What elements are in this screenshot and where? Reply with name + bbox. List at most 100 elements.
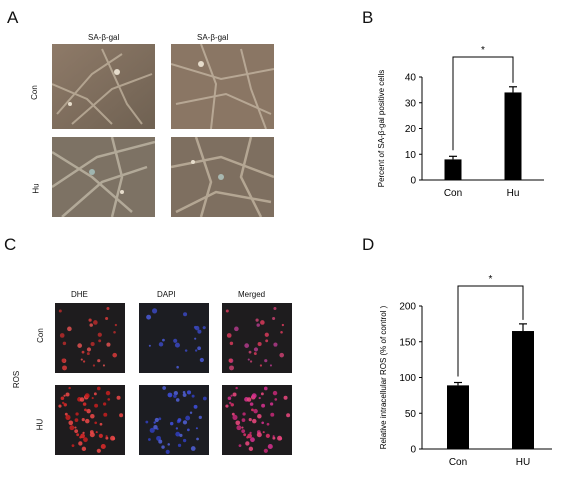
cell-dot — [272, 316, 276, 320]
cell-dot — [93, 392, 97, 396]
significance-bracket — [457, 285, 524, 377]
y-tick-label: 100 — [399, 373, 416, 384]
panel-c-side-label: ROS — [12, 370, 22, 389]
cell-dot — [116, 395, 121, 400]
cell-dot — [106, 306, 110, 310]
cell-dot — [182, 438, 187, 443]
cell-dot — [286, 413, 291, 418]
cell-dot — [196, 437, 199, 441]
fluor-merged-con — [222, 303, 292, 373]
cell-dot — [105, 436, 109, 440]
cell-dot — [161, 445, 165, 449]
bar-hu — [504, 92, 522, 180]
cell-dot — [59, 333, 65, 338]
cell-dot — [96, 386, 101, 391]
significance-bracket — [452, 56, 514, 151]
cell-dot — [158, 439, 163, 444]
cell-dot — [241, 418, 246, 422]
cell-dot — [183, 312, 188, 317]
cell-dot — [198, 415, 202, 419]
cell-dot — [153, 424, 158, 430]
cell-dot — [235, 420, 241, 426]
cell-dot — [193, 325, 197, 329]
cell-dot — [97, 332, 102, 337]
cell-dot — [76, 433, 80, 437]
cell-dot — [64, 412, 68, 416]
cell-dot — [269, 364, 273, 367]
cell-dot — [266, 422, 270, 426]
cell-dot — [100, 443, 106, 450]
cell-dot — [227, 396, 232, 401]
cell-dot — [202, 326, 206, 330]
cell-dot — [226, 333, 232, 338]
cell-dot — [258, 396, 261, 400]
fluor-dapi-con — [139, 303, 209, 373]
cell-dot — [93, 320, 98, 325]
x-tick-label: Hu — [507, 188, 520, 199]
cell-dot — [199, 357, 204, 363]
panel-c-col-label-dapi: DAPI — [157, 290, 176, 299]
cell-dot — [189, 411, 193, 414]
cell-dot — [151, 308, 158, 314]
y-tick-label: 0 — [410, 445, 416, 456]
cell-dot — [173, 394, 177, 398]
cell-dot — [263, 448, 268, 453]
cell-dot — [231, 412, 235, 416]
cell-dot — [179, 433, 183, 438]
cell-dot — [173, 338, 178, 343]
cell-dot — [60, 396, 65, 401]
micrograph-a-hu-1 — [52, 137, 155, 217]
cell-dot — [90, 414, 95, 419]
cell-dot — [94, 403, 99, 408]
panel-a-letter: A — [7, 8, 19, 27]
cell-dot — [186, 428, 190, 432]
cell-dot — [92, 364, 96, 367]
cell-dot — [95, 431, 98, 434]
cell-dot — [228, 358, 233, 363]
cell-dot — [248, 350, 252, 354]
cell-dot — [244, 343, 250, 348]
cell-dot — [74, 418, 79, 422]
cell-dot — [158, 342, 164, 347]
y-tick-label: 40 — [405, 73, 417, 84]
cell-dot — [191, 394, 195, 398]
cell-dot — [165, 449, 170, 454]
cell-dot — [91, 396, 94, 400]
x-tick-label: Con — [444, 188, 462, 199]
cell-dot — [245, 441, 250, 446]
cell-dot — [96, 448, 101, 453]
cell-dot — [264, 359, 268, 363]
panel-a-col-label-2: SA-β-gal — [197, 33, 229, 42]
panel-d-letter: D — [362, 235, 375, 254]
significance-star: * — [489, 274, 493, 285]
cell-dot — [251, 393, 257, 399]
cell-dot — [82, 360, 86, 363]
cell-dot — [86, 408, 91, 414]
cell-dot — [103, 402, 107, 406]
cell-dot — [182, 390, 186, 394]
fluor-dhe-hu — [55, 385, 125, 455]
cell-dot — [197, 329, 202, 334]
cell-dot — [77, 343, 83, 348]
cell-dot — [65, 392, 70, 397]
cell-dot — [162, 338, 165, 342]
panel-b-letter: B — [362, 8, 374, 27]
cell-dot — [154, 417, 159, 423]
cell-dot — [257, 342, 262, 347]
cell-dot — [84, 408, 87, 412]
cell-dot — [253, 352, 257, 356]
cell-dot — [272, 436, 276, 440]
cell-dot — [202, 396, 207, 401]
cell-dot — [106, 342, 111, 347]
cell-dot — [274, 398, 278, 401]
cell-dot — [177, 418, 182, 422]
panel-c-col-label-dhe: DHE — [71, 290, 88, 299]
cell-dot — [229, 401, 232, 405]
cell-dot — [246, 436, 249, 439]
cell-dot — [79, 436, 82, 439]
cell-dot — [190, 446, 196, 451]
cell-dot — [229, 341, 234, 346]
y-axis-label: Percent of SA-β-gal positive cells — [377, 70, 386, 188]
cell-dot — [167, 443, 170, 446]
panel-a-col-label-1: SA-β-gal — [88, 33, 120, 42]
